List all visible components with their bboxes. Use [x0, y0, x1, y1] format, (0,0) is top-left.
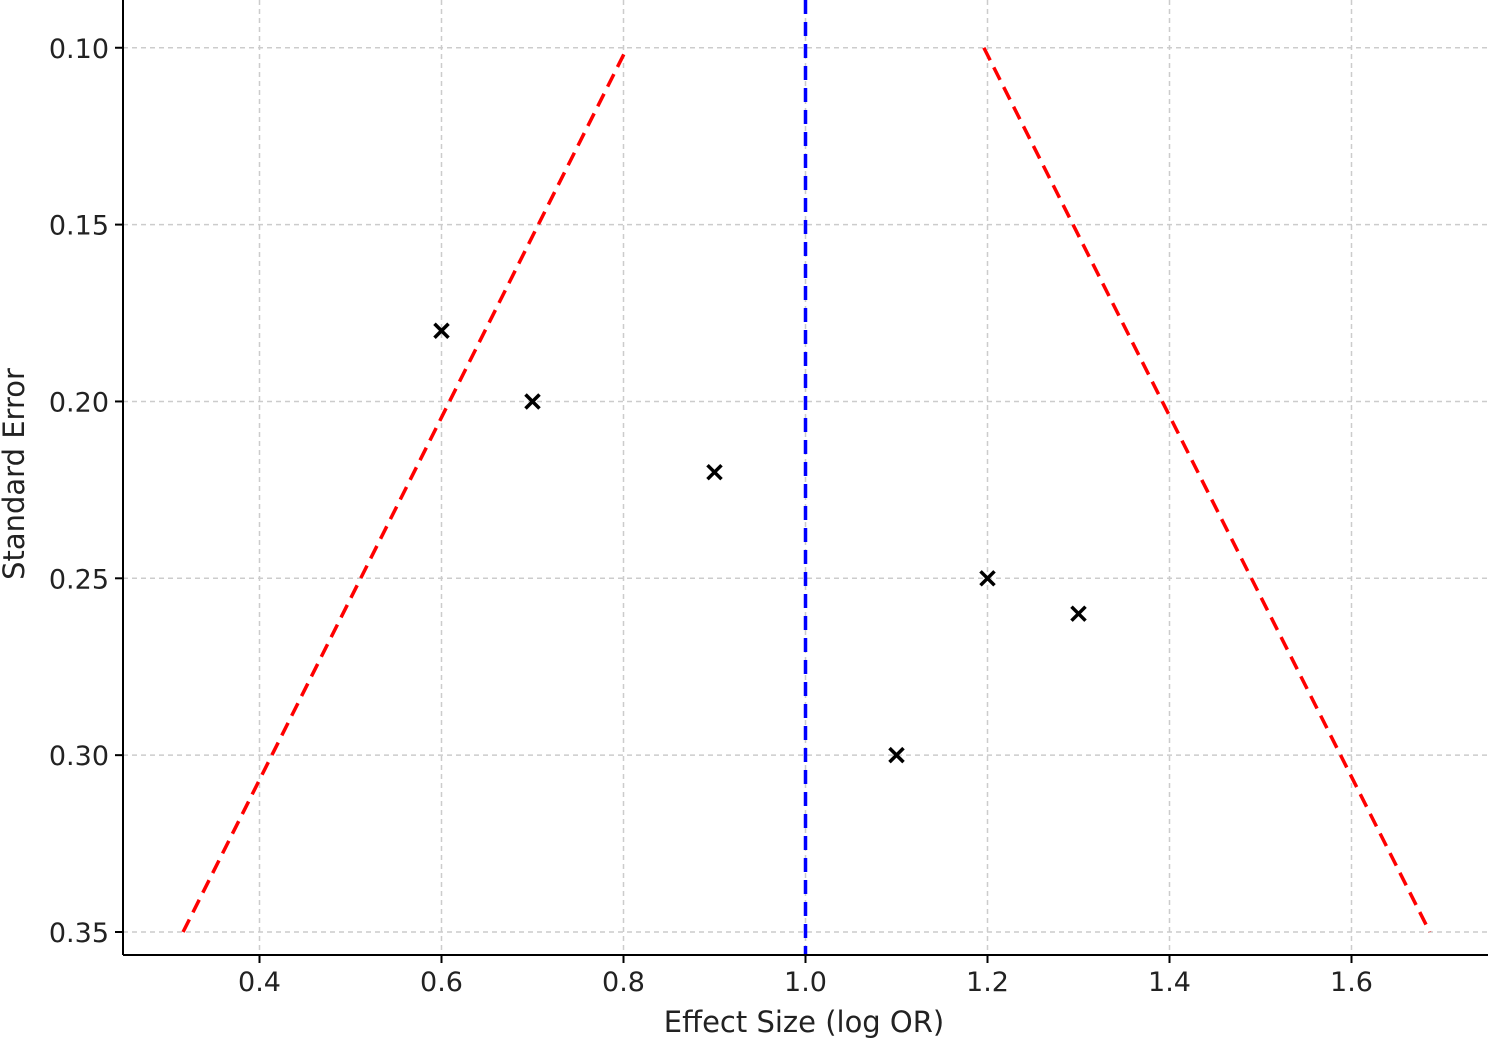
data-point-stroke — [706, 463, 723, 481]
data-point — [979, 570, 996, 587]
data-points — [433, 322, 1087, 764]
y-tick-label: 0.30 — [49, 741, 109, 772]
data-point-stroke — [888, 746, 905, 764]
y-tick-label: 0.15 — [49, 211, 109, 242]
x-axis-title: Effect Size (log OR) — [664, 1005, 944, 1039]
data-point-stroke — [433, 322, 450, 339]
x-axis-ticks: 0.4 0.6 0.8 1.0 1.2 1.4 1.6 — [238, 955, 1373, 998]
funnel-line-right — [982, 46, 1432, 933]
data-point — [1070, 605, 1087, 622]
x-tick-label: 1.2 — [966, 967, 1009, 998]
y-tick-label: 0.25 — [49, 564, 109, 595]
data-point — [706, 463, 723, 481]
data-point-stroke — [1070, 605, 1087, 622]
y-tick-label: 0.35 — [49, 918, 109, 949]
funnel-line-left — [181, 46, 629, 933]
y-axis-ticks: 0.10 0.15 0.20 0.25 0.30 0.35 — [49, 34, 123, 949]
data-point — [433, 322, 450, 339]
funnel-lines — [181, 46, 1432, 933]
grid — [123, 0, 1488, 955]
data-point-stroke — [524, 393, 541, 410]
x-tick-label: 1.6 — [1330, 967, 1373, 998]
x-tick-label: 0.8 — [602, 967, 645, 998]
data-point-stroke — [979, 570, 996, 587]
y-tick-label: 0.10 — [49, 34, 109, 65]
y-tick-label: 0.20 — [49, 387, 109, 418]
data-point — [524, 393, 541, 410]
x-tick-label: 1.0 — [784, 967, 827, 998]
x-tick-label: 1.4 — [1148, 967, 1191, 998]
x-tick-label: 0.6 — [420, 967, 463, 998]
data-point — [888, 746, 905, 764]
y-axis-title: Standard Error — [0, 368, 31, 580]
x-tick-label: 0.4 — [238, 967, 281, 998]
